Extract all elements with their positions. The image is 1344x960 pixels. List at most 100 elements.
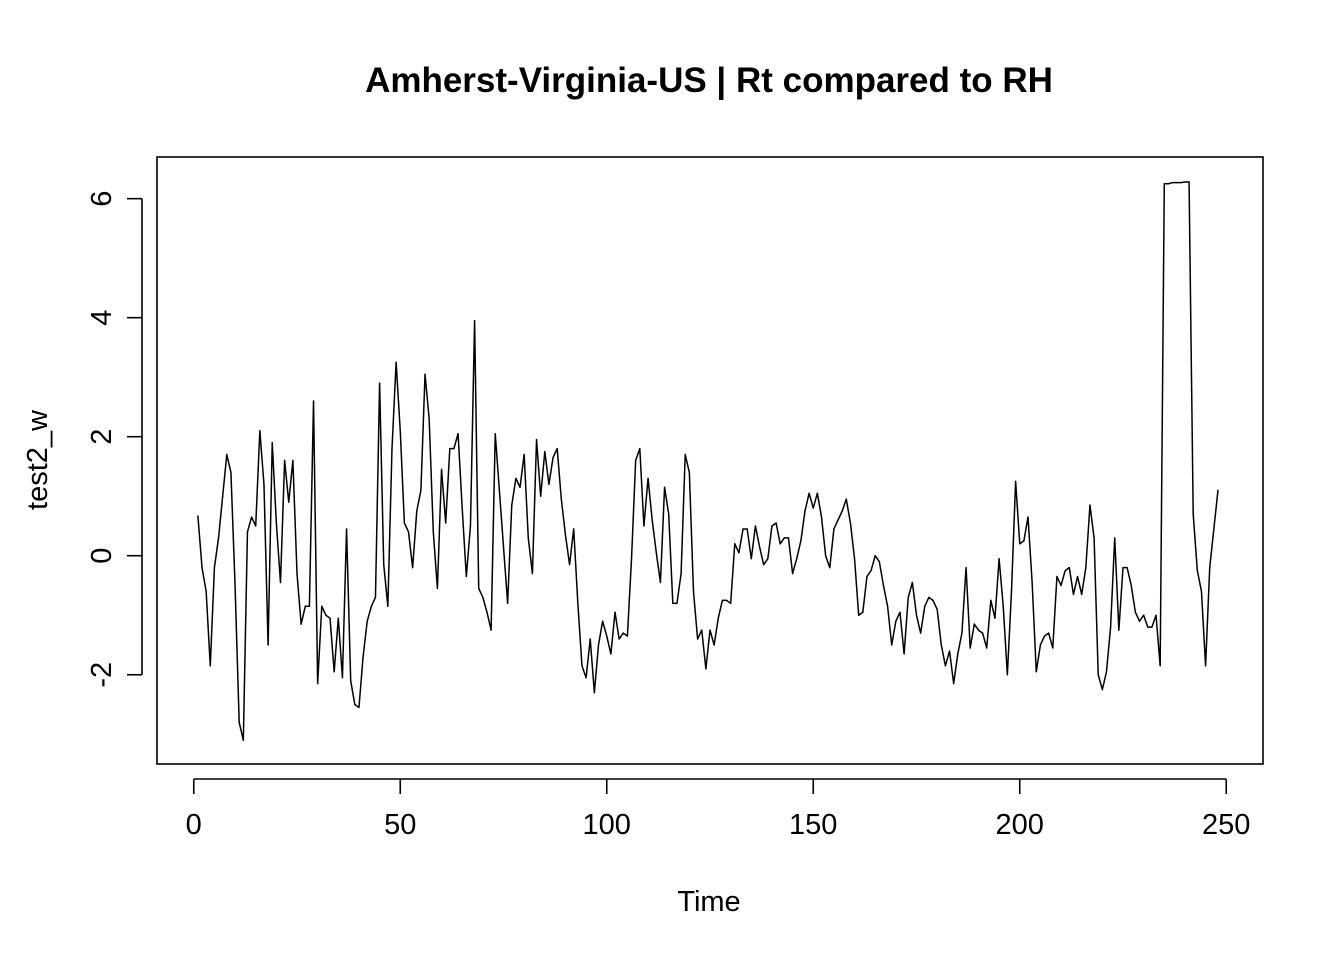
data-point — [230, 471, 232, 473]
data-point — [279, 581, 282, 584]
data-point — [589, 638, 591, 640]
data-point — [1143, 614, 1145, 616]
data-point — [1184, 181, 1186, 183]
data-point — [825, 555, 827, 557]
data-point — [692, 590, 695, 593]
data-point — [213, 567, 216, 569]
data-point — [697, 638, 699, 640]
data-point — [507, 602, 509, 604]
data-point — [1081, 593, 1083, 596]
data-point — [321, 605, 323, 607]
chart-title: Amherst-Virginia-US | Rt compared to RH — [365, 61, 1053, 100]
data-point — [490, 629, 492, 631]
data-point — [391, 448, 393, 450]
data-point — [870, 569, 872, 572]
data-point — [350, 680, 352, 682]
data-point — [622, 632, 624, 634]
data-point — [882, 584, 885, 587]
data-point — [1089, 504, 1091, 506]
data-point — [849, 522, 852, 524]
data-point — [564, 534, 567, 536]
data-point — [969, 647, 971, 649]
data-point — [973, 623, 975, 625]
data-point — [866, 575, 868, 578]
data-point — [953, 683, 955, 685]
data-point — [1056, 575, 1058, 578]
data-point — [684, 453, 686, 456]
data-point — [1048, 632, 1050, 634]
data-point — [1196, 569, 1198, 572]
data-point — [1110, 626, 1112, 628]
data-point — [271, 442, 273, 444]
data-point — [593, 691, 595, 694]
data-point — [416, 510, 418, 512]
data-point — [688, 471, 690, 473]
data-point — [643, 525, 645, 527]
data-point — [1122, 567, 1124, 569]
data-point — [977, 629, 980, 631]
data-point — [911, 581, 913, 584]
data-point — [461, 507, 463, 509]
data-point — [275, 522, 277, 524]
data-point — [837, 519, 839, 521]
data-point — [333, 671, 335, 673]
data-point — [560, 498, 562, 500]
data-point — [705, 668, 707, 670]
data-point — [746, 528, 748, 530]
data-point — [552, 456, 554, 459]
data-point — [577, 602, 579, 604]
data-point — [1114, 537, 1116, 539]
data-point — [1093, 537, 1095, 539]
data-point — [800, 540, 802, 542]
data-point — [1163, 183, 1165, 185]
data-point — [1204, 665, 1207, 667]
data-point — [329, 617, 331, 619]
data-point — [915, 614, 918, 616]
data-point — [1188, 181, 1190, 183]
data-point — [1027, 516, 1029, 518]
data-point — [540, 495, 542, 497]
data-point — [548, 483, 550, 485]
data-point — [395, 361, 397, 363]
x-tick-label: 0 — [186, 809, 202, 841]
data-point — [436, 587, 439, 590]
data-point — [758, 546, 761, 548]
data-point — [734, 543, 736, 545]
data-point — [407, 531, 410, 533]
data-point — [556, 448, 558, 450]
x-axis: 0 50 100 150 200 250 — [186, 778, 1250, 841]
x-tick-label: 250 — [1202, 809, 1250, 841]
data-point — [1180, 181, 1182, 184]
data-point — [1118, 629, 1120, 631]
data-point — [602, 620, 604, 622]
data-point — [337, 617, 339, 619]
data-point — [796, 558, 798, 560]
data-point — [201, 567, 203, 569]
data-point — [519, 486, 521, 488]
data-point — [1031, 581, 1033, 584]
data-point — [531, 572, 534, 575]
data-point — [1101, 689, 1103, 691]
data-point — [370, 605, 372, 607]
data-point — [944, 665, 947, 667]
data-point — [308, 605, 310, 607]
data-point — [1126, 567, 1128, 569]
data-point — [858, 614, 860, 616]
data-point — [1171, 181, 1174, 184]
data-point — [853, 558, 856, 560]
data-point — [676, 602, 678, 604]
data-point — [1147, 626, 1149, 628]
data-point — [246, 531, 249, 533]
data-point — [445, 522, 447, 524]
data-point — [1085, 567, 1087, 569]
data-point — [259, 430, 261, 432]
data-point — [647, 477, 649, 479]
data-point — [725, 599, 728, 601]
data-point — [659, 581, 662, 584]
data-point — [1213, 528, 1215, 530]
data-point — [965, 567, 967, 569]
data-point — [482, 596, 484, 598]
data-point — [948, 650, 951, 652]
data-point — [387, 605, 389, 607]
